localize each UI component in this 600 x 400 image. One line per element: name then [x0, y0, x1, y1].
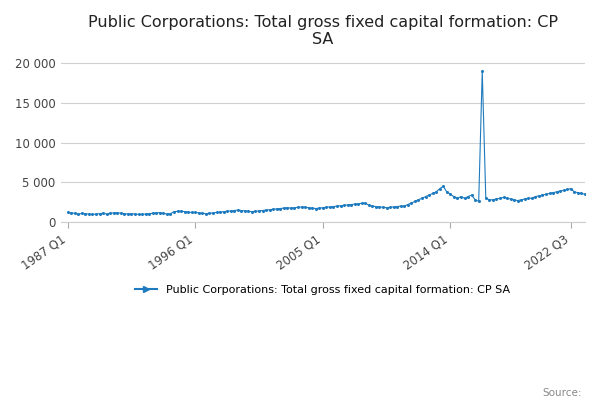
Legend: Public Corporations: Total gross fixed capital formation: CP SA: Public Corporations: Total gross fixed c…	[131, 281, 515, 300]
Text: Source:: Source:	[542, 388, 582, 398]
Title: Public Corporations: Total gross fixed capital formation: CP
SA: Public Corporations: Total gross fixed c…	[88, 15, 558, 47]
